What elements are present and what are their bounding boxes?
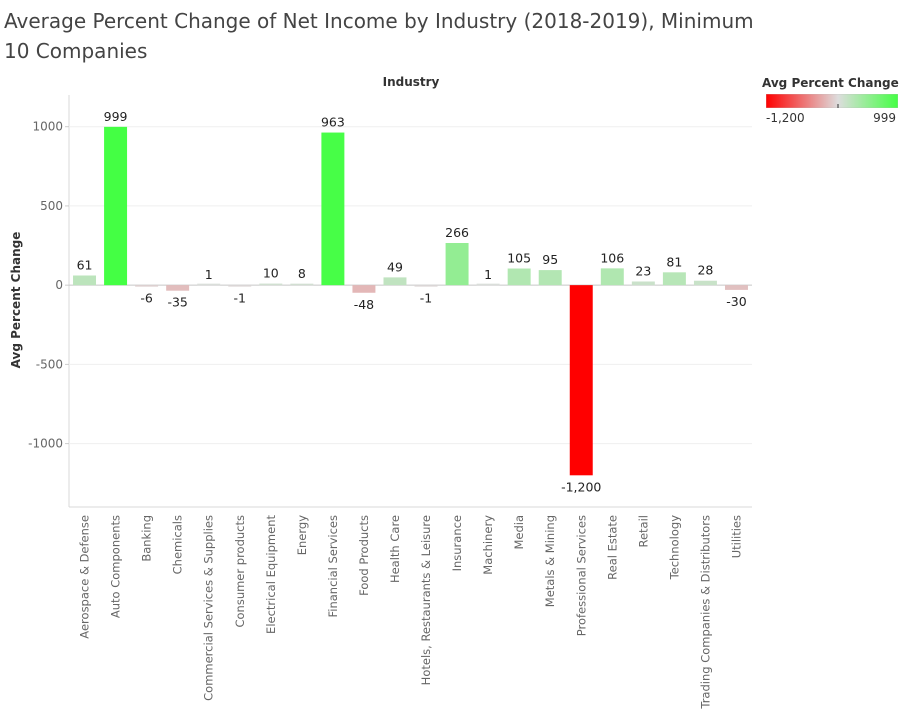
y-tick-label: 0 (55, 278, 63, 292)
y-axis-title: Avg Percent Change (9, 232, 23, 369)
x-tick-label: Health Care (388, 515, 402, 583)
chart-title: Average Percent Change of Net Income by … (4, 9, 754, 63)
data-label: 106 (600, 250, 624, 265)
x-tick-label: Insurance (450, 515, 464, 571)
bar (259, 283, 283, 286)
data-label: 81 (666, 254, 682, 269)
data-label: 8 (298, 266, 306, 281)
x-tick-label: Metals & Mining (543, 515, 557, 607)
data-label: -48 (354, 297, 374, 312)
x-tick-label: Commercial Services & Supplies (202, 515, 216, 701)
data-label: 105 (507, 251, 531, 266)
x-tick-label: Trading Companies & Distributors (698, 515, 712, 710)
x-tick-label: Consumer products (233, 515, 247, 628)
y-axis: 1000 500 0 -500 -1000 (28, 120, 69, 451)
bar (662, 272, 686, 286)
column-header: Industry (383, 75, 440, 89)
x-tick-label: Hotels, Restaurants & Leisure (419, 515, 433, 685)
bar (104, 126, 128, 286)
x-tick-label: Utilities (729, 515, 743, 558)
data-label: -30 (726, 294, 746, 309)
x-tick-label: Electrical Equipment (264, 515, 278, 634)
y-tick-label: 500 (40, 199, 63, 213)
bar (290, 283, 314, 286)
data-label: 963 (321, 115, 345, 130)
x-tick-label: Financial Services (326, 515, 340, 618)
data-label: -1,200 (561, 479, 601, 494)
x-tick-label: Food Products (357, 515, 371, 596)
data-label: 23 (635, 264, 651, 279)
bar (197, 283, 221, 286)
x-tick-label: Chemicals (171, 515, 185, 574)
data-label: 49 (387, 259, 403, 274)
bar (507, 268, 531, 286)
bar (321, 132, 345, 286)
legend-gradient (766, 94, 898, 108)
bar (73, 275, 97, 286)
bar (693, 280, 717, 286)
x-axis: Aerospace & Defense Auto Components Bankin… (78, 515, 744, 710)
y-tick-label: 1000 (32, 120, 63, 134)
bar (538, 270, 562, 286)
x-tick-label: Technology (667, 515, 681, 581)
data-label: 95 (542, 252, 558, 267)
bar (135, 285, 159, 287)
data-labels: 61 999 -6 -35 1 -1 10 8 963 -48 49 -1 266 1 105 95 -1,20… (77, 109, 747, 494)
legend-min-label: -1,200 (766, 111, 805, 125)
x-tick-label: Media (512, 515, 526, 550)
x-tick-label: Banking (140, 515, 154, 562)
bars (73, 126, 748, 476)
data-label: 266 (445, 225, 469, 240)
x-tick-label: Retail (636, 515, 650, 548)
data-label: 999 (104, 109, 128, 124)
bar (166, 285, 190, 291)
data-label: -1 (420, 291, 432, 306)
data-label: 61 (77, 257, 93, 272)
data-label: -6 (140, 291, 153, 306)
bar (724, 285, 748, 290)
color-legend: Avg Percent Change -1,200 999 (762, 76, 902, 125)
x-tick-label: Auto Components (109, 515, 123, 618)
legend-title: Avg Percent Change (762, 76, 899, 90)
bar (414, 285, 438, 287)
x-tick-label: Machinery (481, 515, 495, 575)
data-label: -1 (234, 291, 246, 306)
bar (383, 277, 407, 286)
x-tick-label: Professional Services (574, 515, 588, 636)
x-tick-label: Aerospace & Defense (78, 515, 92, 639)
bar (600, 268, 624, 286)
data-label: 10 (263, 266, 279, 281)
bar (569, 285, 593, 476)
legend-max-label: 999 (873, 111, 896, 125)
data-label: 28 (697, 263, 713, 278)
bar (445, 243, 469, 286)
x-tick-label: Energy (295, 515, 309, 555)
data-label: -35 (167, 295, 187, 310)
x-tick-label: Real Estate (605, 515, 619, 580)
data-label: 1 (484, 267, 492, 282)
bar (476, 283, 500, 286)
bar (631, 281, 655, 286)
bar (228, 285, 252, 287)
y-tick-label: -1000 (28, 437, 63, 451)
y-tick-label: -500 (36, 357, 63, 371)
bar (352, 285, 376, 293)
data-label: 1 (205, 267, 213, 282)
